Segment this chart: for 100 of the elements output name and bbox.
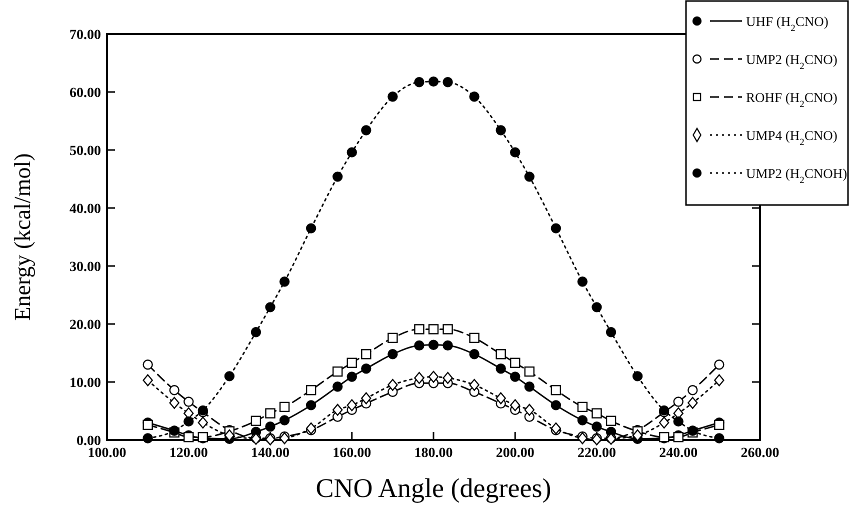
point: [592, 422, 602, 432]
point: [658, 416, 670, 429]
legend-label: ROHF (H$_{2}$CNO): [746, 90, 838, 110]
point: [428, 340, 439, 350]
point: [224, 429, 235, 442]
point: [577, 432, 588, 444]
point: [265, 302, 276, 312]
point: [510, 358, 520, 368]
point: [279, 276, 290, 287]
point: [414, 372, 424, 384]
y-tick-label: 50.00: [70, 144, 101, 159]
point: [250, 327, 262, 338]
point: [442, 340, 453, 351]
point: [361, 349, 372, 360]
x-tick-label: 160.00: [332, 446, 372, 461]
point: [184, 416, 194, 427]
point: [361, 364, 372, 374]
point: [224, 371, 235, 382]
point: [388, 332, 398, 344]
point: [198, 416, 208, 429]
point: [524, 366, 535, 377]
point: [714, 433, 724, 444]
point: [510, 372, 520, 382]
point: [346, 358, 357, 368]
point: [550, 400, 562, 410]
point: [332, 382, 343, 392]
point: [673, 396, 684, 407]
point: [469, 332, 480, 344]
point: [414, 77, 424, 88]
point: [510, 147, 520, 158]
point: [550, 422, 562, 434]
x-tick-label: 260.00: [740, 446, 780, 461]
point: [496, 349, 506, 360]
point: [306, 385, 316, 396]
point: [714, 420, 724, 430]
point: [714, 374, 724, 386]
point: [332, 172, 343, 182]
point: [688, 396, 698, 409]
point: [279, 402, 290, 412]
y-tick-label: 20.00: [70, 318, 101, 333]
point: [142, 433, 153, 444]
point: [169, 396, 180, 409]
point: [606, 416, 616, 426]
point: [496, 125, 506, 136]
point: [184, 396, 194, 407]
point: [388, 349, 398, 360]
y-tick-label: 70.00: [70, 28, 101, 43]
point: [577, 415, 588, 426]
point: [169, 385, 180, 396]
x-tick-label: 200.00: [496, 446, 534, 461]
x-tick-label: 100.00: [88, 446, 126, 461]
point: [142, 360, 153, 370]
point: [306, 422, 316, 434]
y-tick-label: 30.00: [70, 260, 101, 275]
x-axis-title: CNO Angle (degrees): [316, 473, 552, 503]
point: [592, 408, 602, 418]
point: [279, 415, 290, 426]
point: [524, 382, 535, 392]
legend-label: UHF (H$_{2}$CNO): [746, 14, 828, 34]
point: [388, 378, 398, 391]
point: [510, 399, 520, 412]
point: [550, 223, 562, 234]
y-tick-label: 60.00: [70, 86, 101, 101]
legend-label: UMP2 (H$_{2}$CNO): [746, 52, 838, 72]
point: [469, 378, 480, 391]
point: [361, 125, 372, 136]
point: [632, 371, 643, 382]
point: [306, 223, 316, 234]
legend-label: UMP2 (H$_{2}$CNOH): [746, 166, 848, 186]
point: [442, 324, 453, 334]
point: [606, 327, 616, 338]
point: [524, 172, 535, 182]
point: [428, 324, 439, 334]
point: [469, 92, 480, 102]
point: [496, 392, 506, 404]
point: [414, 324, 424, 334]
point: [442, 372, 453, 384]
point: [142, 420, 153, 430]
point: [632, 429, 643, 442]
y-axis-title: Energy (kcal/mol): [10, 153, 35, 321]
y-tick-label: 40.00: [70, 202, 101, 217]
point: [250, 416, 262, 426]
point: [577, 402, 588, 412]
legend-label: UMP4 (H$_{2}$CNO): [746, 128, 838, 148]
point: [442, 77, 453, 88]
x-tick-label: 240.00: [659, 446, 698, 461]
point: [142, 374, 153, 386]
point: [428, 370, 439, 383]
point: [688, 385, 698, 396]
point: [388, 92, 398, 102]
y-tick-label: 0.00: [76, 434, 101, 449]
point: [524, 404, 535, 416]
x-tick-label: 140.00: [251, 446, 290, 461]
point: [592, 302, 602, 312]
point: [346, 372, 357, 382]
point: [306, 400, 316, 410]
point: [332, 366, 343, 377]
point: [265, 408, 276, 418]
x-tick-label: 180.00: [414, 446, 453, 461]
x-tick-label: 120.00: [169, 446, 208, 461]
